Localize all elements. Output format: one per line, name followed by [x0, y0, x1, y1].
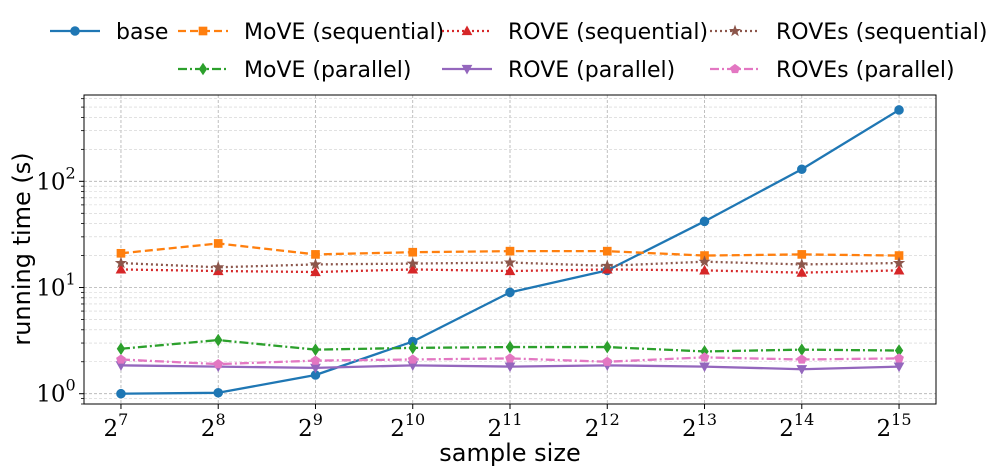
data-point	[796, 365, 808, 375]
data-point	[406, 257, 419, 269]
legend-label: ROVE (sequential)	[508, 20, 708, 45]
data-point	[505, 340, 515, 354]
data-point	[408, 341, 417, 355]
legend-marker	[730, 63, 740, 74]
legend-marker	[461, 25, 473, 36]
x-axis: 27 28 29 210 211 212 213 214 215	[104, 404, 912, 442]
y-tick-label: 102	[36, 163, 75, 195]
legend-entry: MoVE (parallel)	[178, 58, 411, 83]
legend-marker	[461, 64, 473, 75]
data-point	[699, 264, 710, 275]
legend-label: base	[116, 20, 168, 45]
x-tick-label: 213	[682, 410, 717, 442]
data-point	[699, 362, 710, 373]
legend-entry: ROVE (parallel)	[442, 58, 675, 83]
x-tick-label: 210	[390, 410, 425, 442]
x-tick-label: 215	[877, 410, 912, 442]
data-point	[116, 342, 126, 356]
data-point	[894, 353, 904, 363]
data-point	[310, 355, 321, 365]
series-rove-sequential	[115, 263, 905, 277]
data-point	[699, 216, 710, 227]
legend-entry: MoVE (sequential)	[178, 20, 444, 45]
legend-label: MoVE (parallel)	[244, 58, 411, 83]
data-point	[505, 287, 515, 298]
data-point	[116, 388, 126, 399]
legend-entry: base	[50, 20, 168, 45]
data-point	[602, 356, 613, 366]
legend-marker	[198, 26, 208, 36]
data-point	[505, 246, 515, 256]
series-line	[120, 356, 900, 366]
x-tick-label: 212	[585, 410, 620, 442]
legend-marker	[198, 62, 208, 76]
data-point	[797, 250, 807, 259]
data-point	[894, 105, 904, 115]
x-axis-title: sample size	[439, 439, 580, 467]
x-tick-label: 211	[488, 410, 523, 442]
data-point	[311, 343, 320, 356]
data-point	[407, 263, 419, 274]
x-tick-label: 28	[201, 410, 226, 442]
data-point	[311, 250, 320, 259]
data-point	[796, 267, 808, 277]
data-point	[213, 358, 224, 369]
data-point	[214, 333, 223, 347]
legend-marker	[70, 26, 80, 36]
y-axis: 100 101 102	[36, 98, 84, 408]
series-roves-sequential	[114, 255, 906, 273]
x-tick-label: 27	[104, 410, 129, 442]
legend-entry: ROVEs (sequential)	[710, 20, 988, 45]
x-tick-label: 29	[298, 410, 323, 442]
data-point	[212, 260, 225, 273]
data-point	[796, 354, 807, 364]
y-axis-title: running time (s)	[8, 152, 36, 345]
data-point	[797, 164, 807, 175]
data-point	[601, 259, 614, 272]
data-point	[893, 362, 905, 373]
y-tick-label: 101	[36, 270, 75, 302]
data-point	[698, 255, 711, 267]
data-point	[115, 263, 127, 274]
data-point	[795, 257, 808, 270]
legend-label: MoVE (sequential)	[244, 20, 444, 45]
data-point	[893, 264, 905, 275]
series-rove-parallel	[115, 361, 905, 375]
legend-label: ROVEs (sequential)	[776, 20, 988, 45]
data-point	[797, 343, 806, 356]
data-point	[213, 239, 223, 248]
legend: base MoVE (sequential) ROVE (sequential) RO…	[50, 20, 988, 83]
data-point	[699, 352, 710, 362]
legend-marker	[728, 24, 742, 37]
data-point	[408, 247, 418, 257]
data-point	[504, 265, 516, 276]
data-point	[504, 362, 516, 373]
data-point	[114, 256, 128, 269]
data-point	[213, 388, 223, 398]
data-point	[503, 256, 517, 268]
legend-entry: ROVE (sequential)	[442, 20, 708, 45]
data-point	[505, 353, 515, 363]
data-point	[603, 340, 612, 354]
data-point	[310, 266, 321, 277]
data-point	[116, 354, 126, 364]
series-roves-parallel	[116, 352, 904, 369]
data-point	[602, 246, 612, 256]
data-point	[892, 256, 906, 269]
y-tick-label: 100	[36, 376, 75, 408]
legend-entry: ROVEs (parallel)	[710, 58, 955, 83]
series-line	[120, 338, 900, 353]
data-point	[116, 248, 126, 258]
plot-area	[83, 94, 937, 405]
data-point	[309, 257, 322, 270]
data-point	[407, 354, 418, 364]
legend-label: ROVEs (parallel)	[776, 58, 955, 83]
x-tick-label: 214	[779, 410, 814, 442]
legend-label: ROVE (parallel)	[508, 58, 675, 83]
series-lines	[114, 105, 906, 399]
